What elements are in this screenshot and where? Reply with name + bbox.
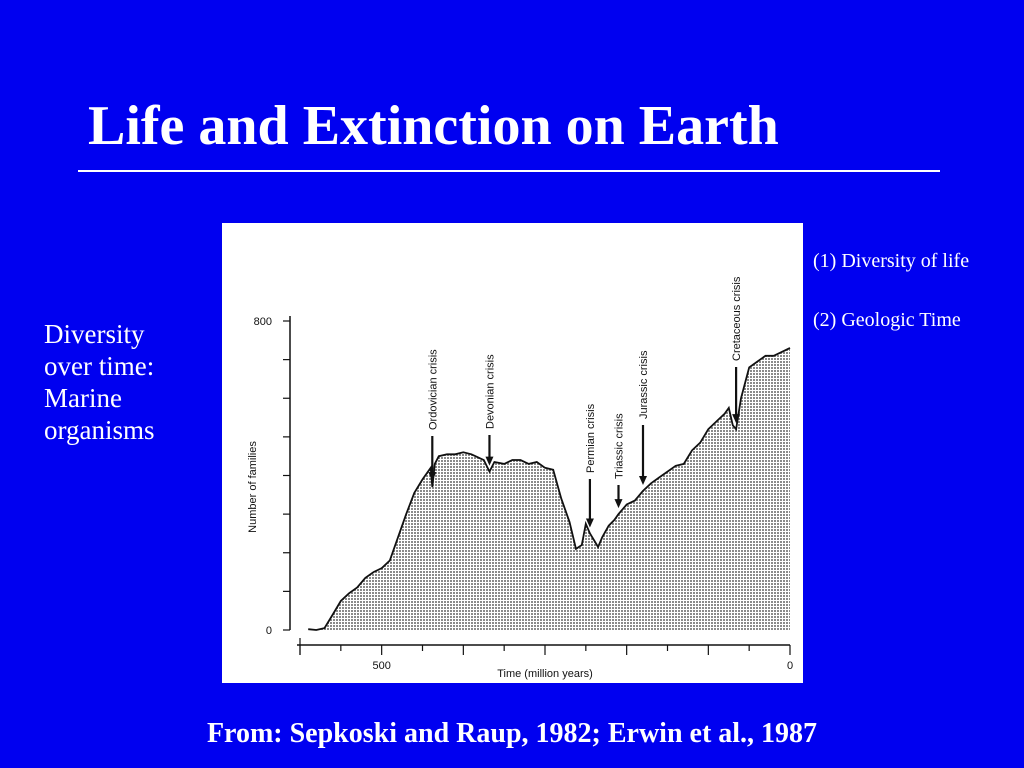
- crisis-label: Triassic crisis: [614, 413, 626, 479]
- diversity-line: [308, 347, 791, 631]
- crisis-arrowhead: [485, 456, 494, 466]
- crisis-label: Cretaceous crisis: [731, 276, 743, 361]
- crisis-label: Permian crisis: [585, 403, 597, 473]
- crisis-label: Ordovician crisis: [427, 349, 439, 430]
- crisis-label: Devonian crisis: [484, 354, 496, 429]
- side-note-line: Marine: [44, 383, 122, 414]
- crisis-arrowhead: [639, 475, 647, 485]
- y-tick-label: 800: [254, 316, 272, 328]
- side-note: Diversity over time: Marine organisms: [44, 318, 155, 447]
- note-geologic-time: (2) Geologic Time: [813, 309, 961, 331]
- side-note-line: Diversity: [44, 319, 145, 349]
- crisis-arrowhead: [732, 414, 741, 424]
- chart-panel: 800 0 500 0 Time (million years) Number of fa…: [222, 223, 803, 683]
- slide-title: Life and Extinction on Earth: [88, 95, 779, 157]
- source-citation: From: Sepkoski and Raup, 1982; Erwin et …: [206, 718, 818, 749]
- x-tick-label: 0: [787, 660, 793, 672]
- side-note-line: organisms: [44, 415, 155, 446]
- crisis-arrowhead: [614, 499, 623, 509]
- diversity-area: [308, 348, 790, 630]
- title-underline: [78, 170, 940, 172]
- x-axis-label: Time (million years): [497, 668, 593, 680]
- crisis-arrowhead: [585, 518, 594, 528]
- y-tick-label: 0: [266, 625, 272, 637]
- crisis-arrowhead: [428, 472, 437, 482]
- crisis-label: Jurassic crisis: [638, 350, 650, 419]
- note-diversity: (1) Diversity of life: [813, 250, 970, 272]
- diversity-chart: 800 0 500 0 Time (million years) Number of fa…: [247, 276, 793, 680]
- side-note-line: over time:: [44, 351, 155, 382]
- x-tick-label: 500: [372, 660, 390, 672]
- y-axis-label: Number of families: [247, 441, 259, 533]
